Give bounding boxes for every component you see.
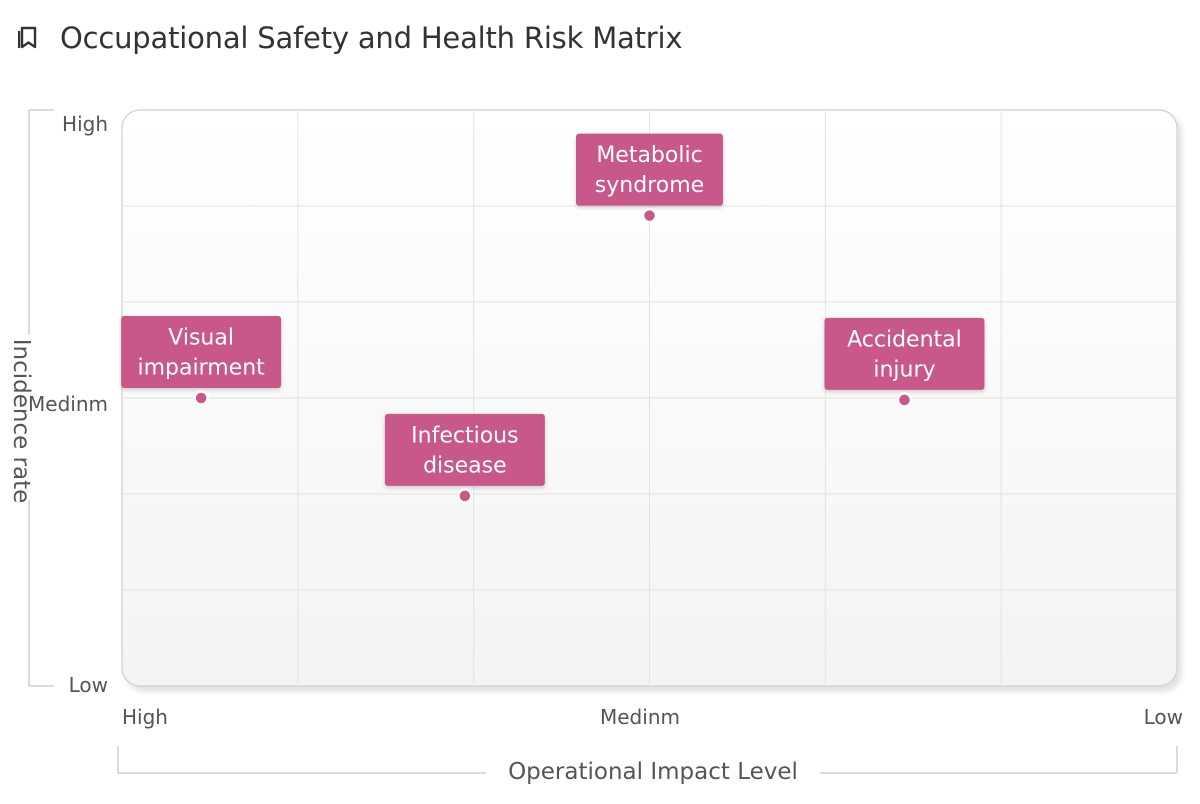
data-label-box: [576, 133, 723, 206]
data-label: Visual: [168, 326, 234, 351]
data-label: Accidental: [847, 327, 962, 352]
data-point: [896, 392, 913, 408]
data-label: Infectious: [411, 423, 518, 448]
y-tick-label: Low: [69, 673, 108, 697]
chart-header: Occupational Safety and Health Risk Matr…: [16, 18, 683, 58]
data-point-group: Metabolic syndrome: [576, 133, 723, 224]
y-tick-label: High: [62, 112, 108, 136]
y-axis-title: Incidence rate: [8, 339, 34, 504]
data-point: [641, 207, 658, 224]
data-label-box: [384, 413, 545, 486]
data-label: impairment: [137, 356, 265, 381]
data-label: Metabolic: [596, 143, 702, 168]
x-tick-label: Low: [1144, 705, 1183, 729]
data-label: syndrome: [595, 173, 704, 198]
data-label-box: [824, 317, 985, 390]
x-tick-label: Medinm: [600, 705, 680, 729]
data-label-box: [121, 316, 282, 388]
y-tick-label: Medinm: [28, 392, 108, 416]
chart-title: Occupational Safety and Health Risk Matr…: [60, 21, 683, 55]
data-point-group: Accidental injury: [824, 317, 985, 408]
data-label: injury: [873, 357, 935, 382]
data-label: disease: [423, 453, 507, 478]
data-point-group: Infectious disease: [384, 413, 545, 504]
x-tick-label: High: [122, 705, 168, 729]
data-point: [457, 488, 473, 504]
data-point: [193, 390, 209, 406]
data-point-group: Visual impairment: [121, 316, 282, 406]
x-axis-title: Operational Impact Level: [508, 759, 798, 785]
bookmark-icon: [16, 25, 42, 51]
